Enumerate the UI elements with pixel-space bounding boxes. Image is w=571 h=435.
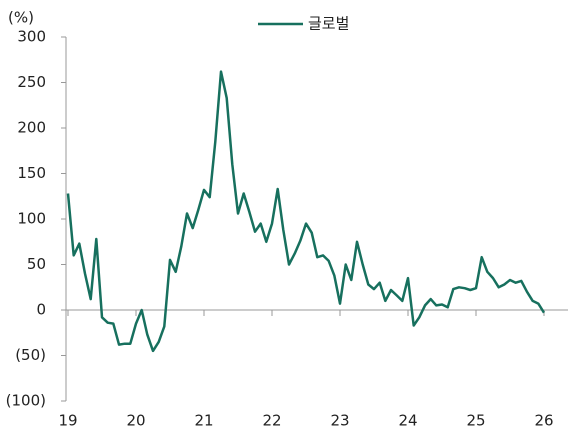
y-axis-label: (%): [8, 9, 34, 27]
x-tick-label: 23: [330, 412, 349, 430]
x-tick-label: 24: [398, 412, 417, 430]
y-tick-label: 300: [17, 28, 46, 46]
y-tick-label: 150: [17, 164, 46, 182]
y-tick-label: 50: [27, 255, 46, 273]
x-tick-label: 20: [126, 412, 145, 430]
y-tick-label: 200: [17, 119, 46, 137]
y-tick-label: 250: [17, 73, 46, 91]
y-tick-label: (100): [6, 392, 46, 410]
x-tick-label: 21: [194, 412, 213, 430]
x-tick-label: 22: [262, 412, 281, 430]
y-tick-label: 100: [17, 210, 46, 228]
x-tick-label: 19: [58, 412, 77, 430]
x-tick-label: 25: [466, 412, 485, 430]
y-tick-label: 0: [36, 301, 46, 319]
legend-label: 글로벌: [308, 15, 349, 33]
series-line: [66, 70, 546, 353]
x-tick-label: 26: [534, 412, 553, 430]
y-tick-label: (50): [15, 346, 46, 364]
